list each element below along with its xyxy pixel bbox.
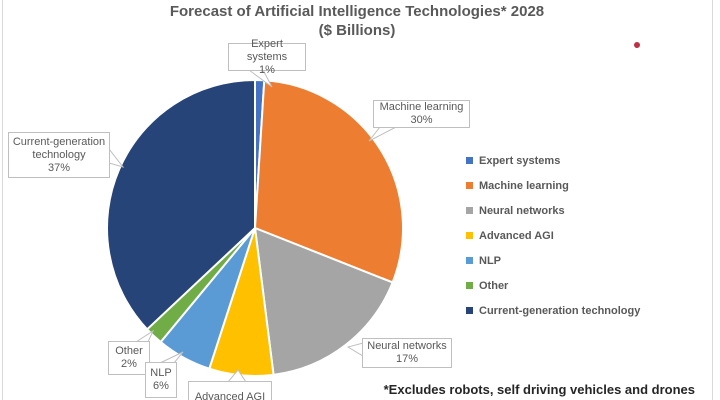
legend-label: NLP <box>479 254 501 267</box>
callout-label: NLP <box>150 367 172 379</box>
legend-marker-icon <box>466 207 473 214</box>
chart-title-line1: Forecast of Artificial Intelligence Tech… <box>169 3 545 20</box>
callout-tail-machine-learning <box>368 126 397 142</box>
legend-marker-icon <box>466 232 473 239</box>
legend-marker-icon <box>466 257 473 264</box>
legend-marker-icon <box>466 307 473 314</box>
legend-item-other: Other <box>466 273 640 298</box>
legend-label: Expert systems <box>479 154 561 167</box>
callout-value: 37% <box>47 161 71 174</box>
callout-label: Current-generation <box>12 135 106 148</box>
pie-slice-current-generation-technology <box>106 79 256 331</box>
callout-nlp: NLP 6% <box>145 362 177 398</box>
callout-label: Neural networks <box>367 340 447 352</box>
pie-slice-neural-networks <box>254 227 394 376</box>
pie-slices-group <box>106 78 404 377</box>
legend-marker-icon <box>466 182 473 189</box>
callout-tail-current-generation <box>108 147 125 168</box>
chart-left-border <box>2 0 3 400</box>
legend-item-current-generation: Current-generation technology <box>466 298 640 323</box>
legend-label: Other <box>479 279 509 292</box>
callout-value: 1% <box>259 63 275 76</box>
red-dot-marker <box>634 42 640 48</box>
callout-expert-systems: Expert systems 1% <box>228 38 306 76</box>
callout-value: 30% <box>410 114 433 126</box>
legend-label: Machine learning <box>479 179 569 192</box>
callout-other: Other 2% <box>108 341 150 375</box>
legend-label: Current-generation technology <box>479 304 641 317</box>
chart-right-border <box>712 0 713 400</box>
callout-label: Expert systems <box>246 37 288 63</box>
callout-current-generation: Current-generation technology 37% <box>8 132 110 178</box>
legend-item-advanced-agi: Advanced AGI <box>466 223 640 248</box>
chart-title: Forecast of Artificial Intelligence Tech… <box>0 2 714 40</box>
callout-tail-neural-networks <box>346 342 364 357</box>
callout-machine-learning: Machine learning 30% <box>373 100 470 128</box>
pie-slice-machine-learning <box>254 79 404 284</box>
legend-label: Advanced AGI <box>479 229 554 242</box>
callout-value: 6% <box>153 380 169 392</box>
callout-advanced-agi: Advanced AGI <box>188 381 272 400</box>
legend-item-neural-networks: Neural networks <box>466 198 640 223</box>
legend-marker-icon <box>466 157 473 164</box>
legend-label: Neural networks <box>479 204 565 217</box>
chart-footnote: *Excludes robots, self driving vehicles … <box>383 382 695 397</box>
callout-value: 2% <box>121 358 137 370</box>
callout-label: technology <box>32 148 86 161</box>
legend-item-expert-systems: Expert systems <box>466 148 640 173</box>
legend-item-nlp: NLP <box>466 248 640 273</box>
legend-item-machine-learning: Machine learning <box>466 173 640 198</box>
legend-marker-icon <box>466 282 473 289</box>
callout-value: 17% <box>395 353 419 365</box>
callout-label: Other <box>115 345 143 357</box>
chart-legend: Expert systems Machine learning Neural n… <box>466 148 640 323</box>
callout-label: Machine learning <box>379 101 464 113</box>
chart-title-line2: ($ Billions) <box>318 22 396 39</box>
callout-neural-networks: Neural networks 17% <box>362 338 452 368</box>
callout-label: Advanced AGI <box>194 390 266 400</box>
